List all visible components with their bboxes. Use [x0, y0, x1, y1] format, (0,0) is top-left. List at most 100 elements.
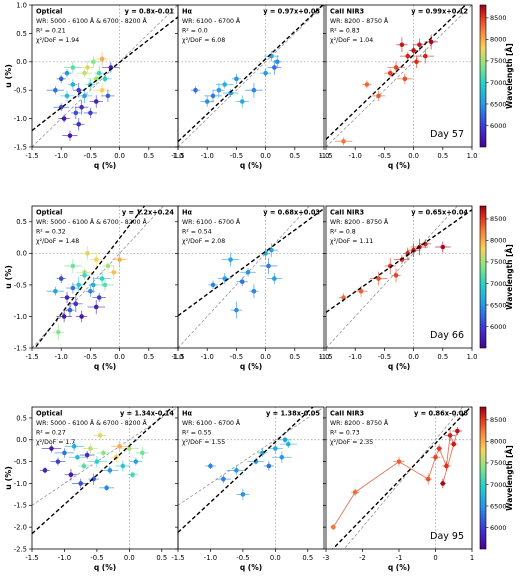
chi-squared: χ²/DoF = 1.48 [36, 238, 79, 245]
data-point [68, 472, 74, 478]
data-point [107, 468, 113, 473]
colorbar-tick-label: 8000 [490, 36, 507, 44]
wavelength-range: WR: 8200 - 8750 Å [330, 16, 389, 25]
panel-frame [177, 4, 325, 148]
data-point [272, 276, 277, 281]
wavelength-range: WR: 8200 - 8750 Å [330, 217, 389, 226]
wavelength-range: WR: 6100 - 6700 Å [182, 217, 241, 226]
x-tick-label: -1.5 [25, 353, 38, 361]
x-tick-label: 0.0 [270, 554, 281, 562]
chi-squared: χ²/DoF = 1.11 [330, 238, 373, 245]
wavelength-range: WR: 6100 - 6700 Å [182, 16, 241, 25]
x-tick-label: -0.5 [378, 152, 391, 160]
panel-frame [325, 4, 473, 148]
plot-area [326, 206, 472, 348]
data-point [234, 307, 239, 313]
reference-line [32, 206, 164, 348]
data-point [352, 489, 358, 495]
colorbar [479, 4, 487, 148]
panel-2-3: -1.5 -1.0 -0.5 0.0 0.5 1.0 q (%) CaII NIR3 y = 0… [319, 205, 477, 371]
data-point [204, 99, 210, 104]
colorbar-label: Wavelength [Å] [505, 43, 514, 109]
data-point [364, 82, 370, 87]
panel-1-3: -1.5 -1.0 -0.5 0.0 0.5 1.0 q (%) CaII NIR3 y = 0… [319, 4, 477, 170]
data-point [101, 450, 106, 456]
colorbar-tick-label: 7000 [490, 481, 507, 489]
panel-title: CaII NIR3 [330, 209, 365, 217]
x-tick-label: -1.5 [319, 353, 332, 361]
x-axis-label: q (%) [94, 161, 116, 170]
x-tick-label: -0.5 [230, 152, 243, 160]
chi-squared: χ²/DoF = 1.04 [330, 37, 373, 44]
y-tick-label: 0.5 [16, 218, 27, 226]
fit-line [32, 407, 174, 535]
fit-line [178, 407, 314, 533]
colorbar-tick-label: 6000 [490, 323, 507, 331]
data-point [273, 446, 278, 451]
wavelength-range: WR: 5000 - 6100 Å & 6700 - 8200 Å [36, 16, 148, 25]
y-tick-label: -0.5 [14, 87, 27, 95]
fit-line [178, 207, 324, 317]
r-squared: R² = 0.8 [330, 229, 356, 236]
x-axis-label: q (%) [240, 161, 262, 170]
x-tick-label: 0.0 [408, 353, 419, 361]
x-tick-label: 1.0 [173, 353, 184, 361]
data-point [105, 93, 111, 99]
fit-line [178, 5, 324, 143]
x-tick-label: -2 [359, 554, 366, 562]
data-point [447, 433, 453, 438]
fit-equation: y = 1.38x-0.05 [266, 410, 320, 418]
x-tick-label: -1.5 [25, 152, 38, 160]
fit-line [34, 206, 146, 348]
x-tick-label: -1.5 [171, 353, 184, 361]
data-point [111, 269, 117, 275]
r-squared: R² = 0.21 [36, 28, 66, 35]
x-tick-label: -0.5 [84, 152, 97, 160]
panel-title: Optical [36, 209, 62, 217]
y-tick-label: 0.0 [16, 436, 27, 444]
x-tick-label: -1.0 [55, 152, 68, 160]
fit-equation: y = 0.99x+0.12 [411, 8, 468, 16]
colorbar-tick-label: 8500 [490, 14, 507, 22]
x-tick-label: -1.5 [25, 554, 38, 562]
data-point [440, 244, 446, 250]
colorbar-tick-label: 8000 [490, 438, 507, 446]
x-tick-label: -1.0 [349, 152, 362, 160]
colorbar-tick-label: 7500 [490, 258, 507, 266]
y-tick-label: -2.5 [14, 545, 27, 553]
panel-title: CaII NIR3 [330, 410, 365, 418]
panel-3-1: -1.5 -1.0 -0.5 0.0 0.5 q (%) -2.5 -2.0 -1.5 -1.0 -… [14, 406, 179, 572]
data-point [422, 53, 428, 59]
fit-line [326, 209, 472, 313]
y-axis-label: u (%) [4, 466, 13, 490]
data-point [93, 304, 99, 310]
x-tick-label: -1.5 [319, 152, 332, 160]
reference-line [178, 407, 324, 506]
data-point [240, 492, 246, 497]
data-point [88, 288, 93, 294]
fit-line [326, 5, 467, 140]
data-point [341, 139, 346, 144]
wavelength-range: WR: 8200 - 8750 Å [330, 418, 389, 427]
x-tick-label: 1 [470, 554, 474, 562]
data-point [222, 276, 228, 281]
x-tick-label: 1.0 [319, 353, 330, 361]
x-tick-label: 0.5 [437, 152, 448, 160]
data-point [99, 276, 105, 281]
colorbar [479, 406, 487, 550]
colorbar-label: Wavelength [Å] [505, 244, 514, 310]
x-axis-label: q (%) [94, 362, 116, 371]
r-squared: R² = 0.27 [36, 430, 66, 437]
colorbar-label: Wavelength [Å] [505, 445, 514, 511]
colorbar-tick-label: 6000 [490, 122, 507, 130]
colorbar-tick-label: 8500 [490, 416, 507, 424]
data-point [79, 104, 84, 110]
data-point [245, 269, 251, 275]
data-point [49, 446, 54, 451]
x-tick-label: -1.0 [204, 554, 217, 562]
reference-line [178, 206, 310, 348]
panel-title: Optical [36, 8, 62, 16]
fit-equation: y = 1.34x-0.14 [120, 410, 174, 418]
y-tick-label: -1.5 [14, 344, 27, 352]
